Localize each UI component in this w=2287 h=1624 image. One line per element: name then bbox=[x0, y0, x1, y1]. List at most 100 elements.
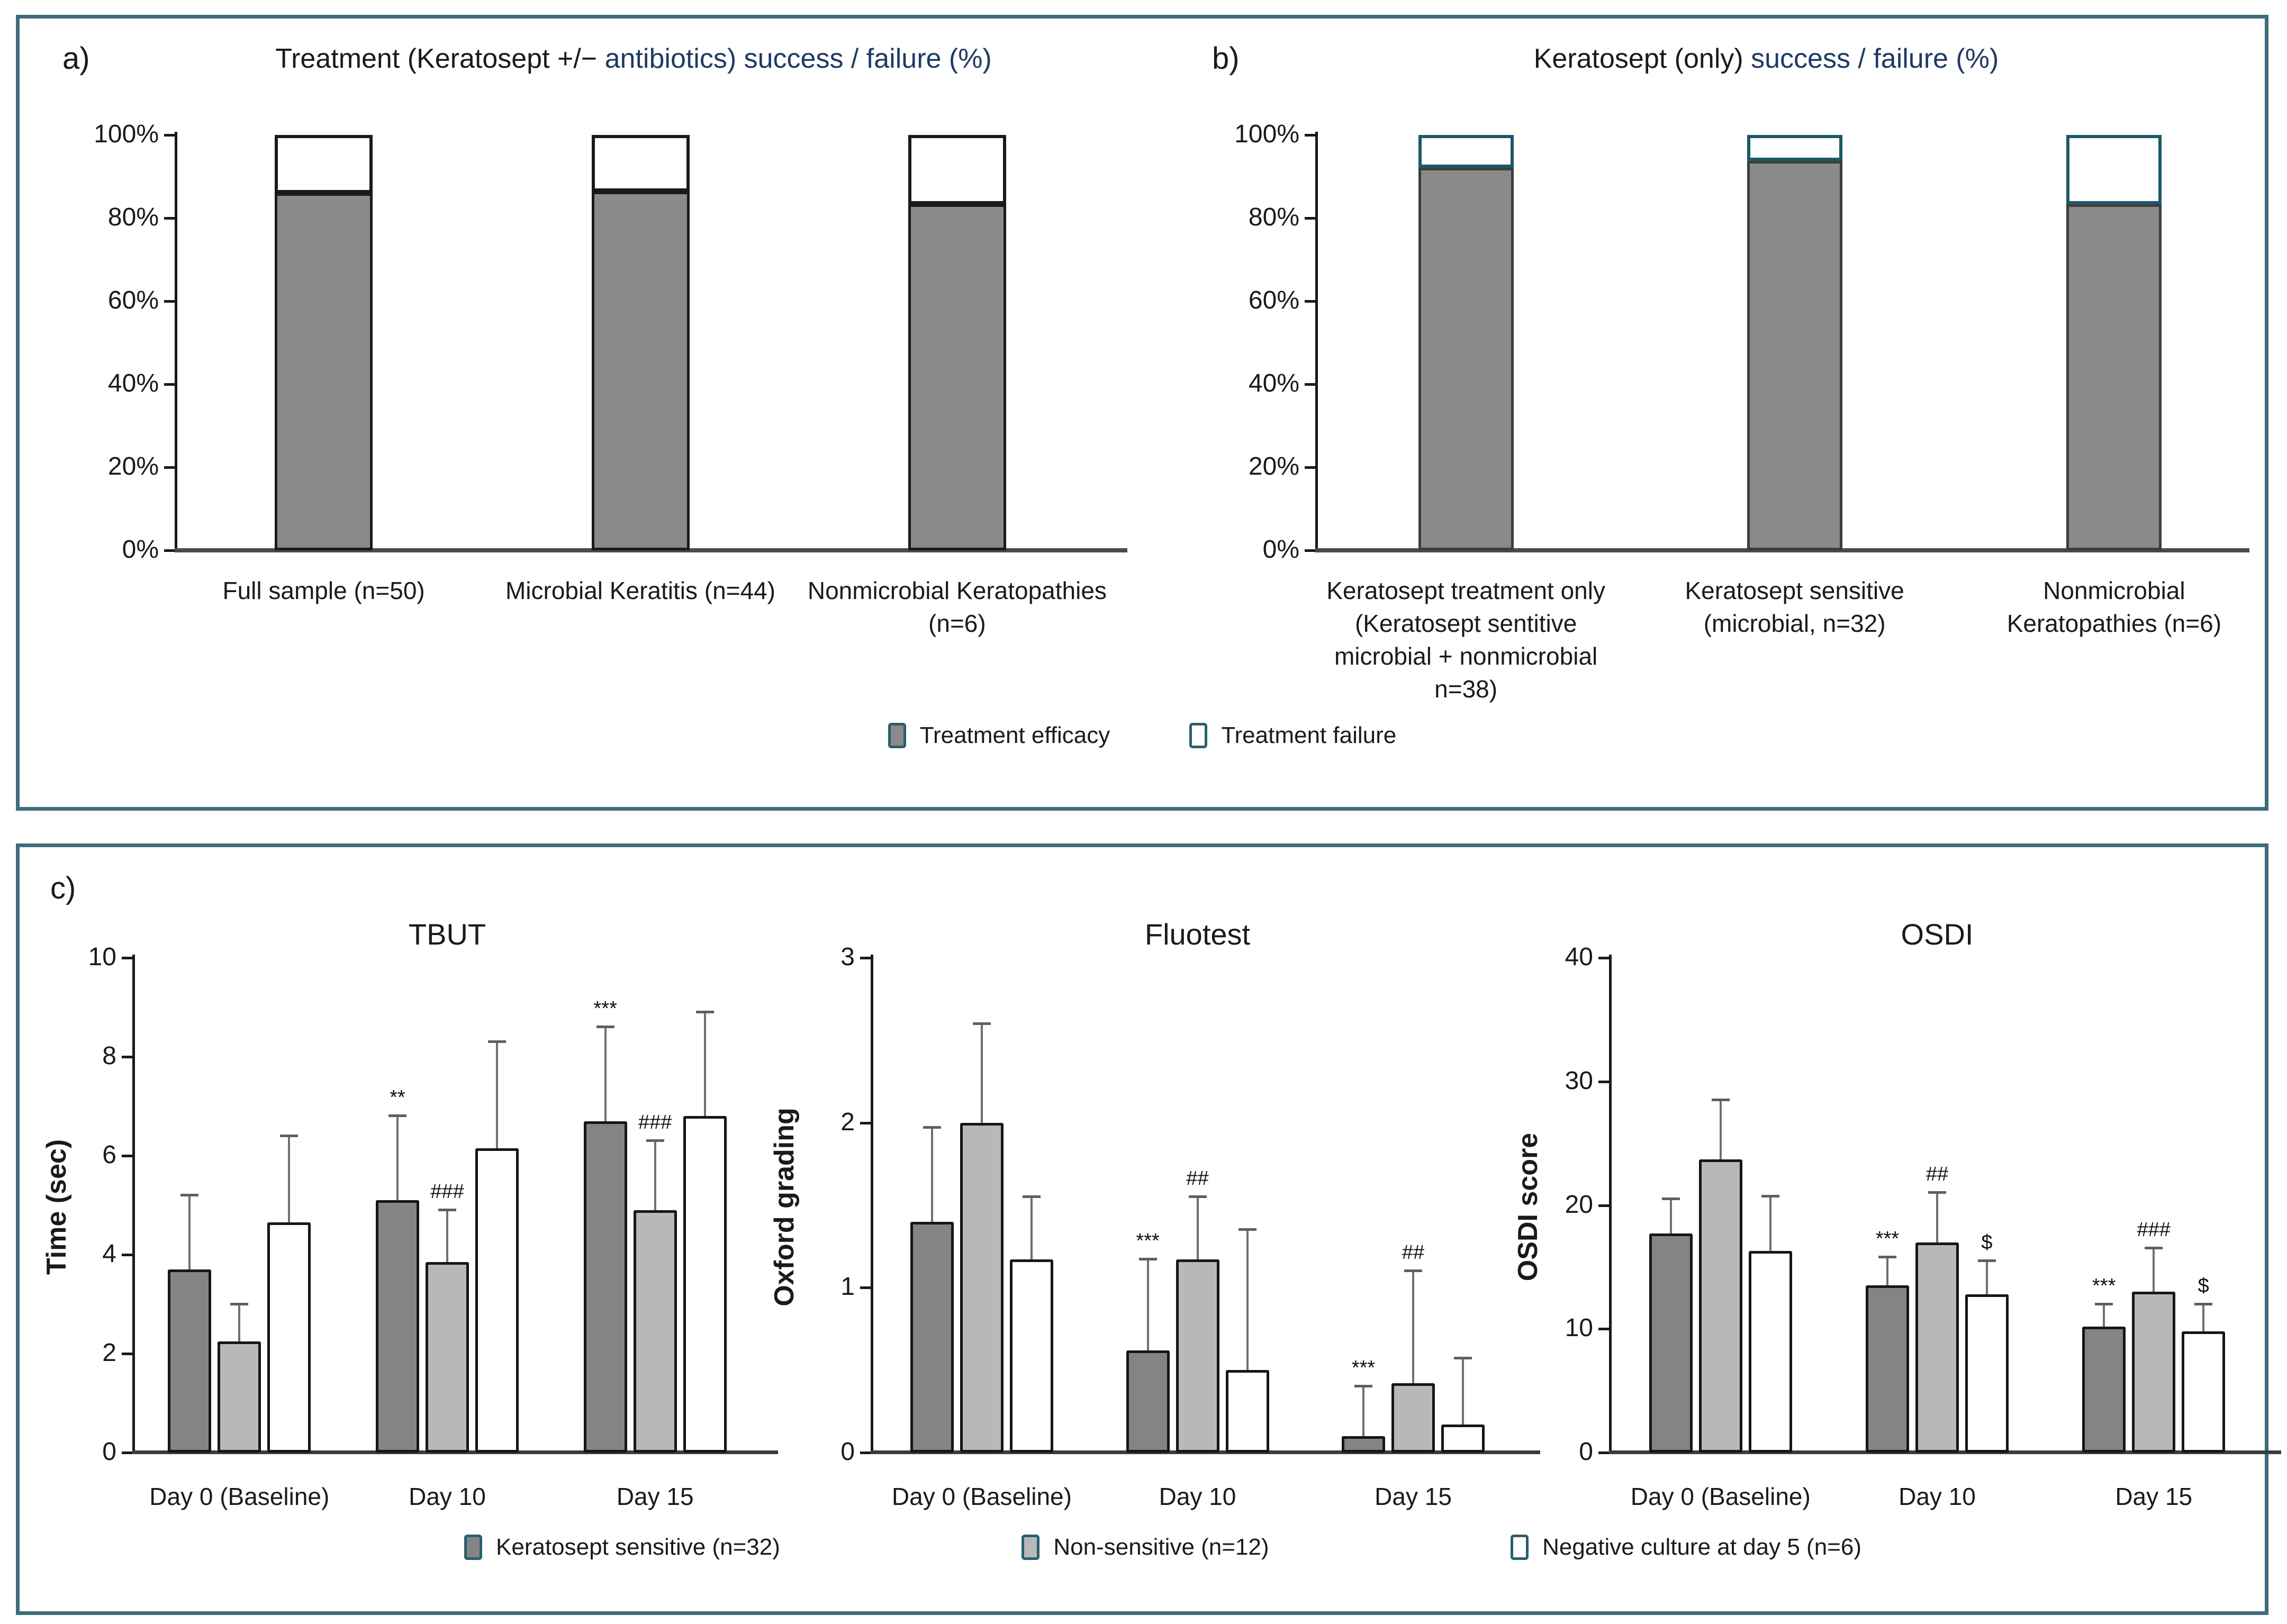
panel-a-title-blue: antibiotics) success / failure (%) bbox=[604, 43, 992, 74]
error-bar-cap bbox=[646, 1139, 664, 1142]
legend-label: Treatment failure bbox=[1221, 722, 1397, 748]
y-tick-label: 0 bbox=[840, 1438, 855, 1466]
y-tick bbox=[860, 957, 871, 959]
y-tick-label: 1 bbox=[840, 1273, 855, 1301]
legend-label: Keratosept sensitive (n=32) bbox=[496, 1534, 780, 1560]
y-axis-line bbox=[1315, 132, 1318, 550]
legend-item-failure: Treatment failure bbox=[1189, 722, 1396, 749]
significance-marker: ** bbox=[390, 1086, 405, 1109]
error-bar-cap bbox=[1354, 1385, 1373, 1388]
significance-marker: $ bbox=[1981, 1231, 1993, 1254]
error-bar-cap bbox=[388, 1114, 406, 1118]
y-tick bbox=[1598, 1204, 1609, 1207]
failure-bar bbox=[591, 135, 690, 192]
error-bar-cap bbox=[1138, 1258, 1157, 1261]
efficacy-bar bbox=[275, 193, 373, 550]
y-tick bbox=[164, 134, 175, 137]
error-bar bbox=[1769, 1196, 1771, 1251]
legend-item-negative-culture: Negative culture at day 5 (n=6) bbox=[1511, 1534, 1861, 1561]
data-bar bbox=[960, 1122, 1004, 1453]
y-tick-label: 40% bbox=[1248, 369, 1299, 397]
y-tick bbox=[122, 1254, 132, 1256]
error-bar bbox=[654, 1140, 656, 1210]
y-tick-label: 0 bbox=[102, 1438, 116, 1466]
error-bar-cap bbox=[923, 1126, 941, 1129]
y-tick-label: 100% bbox=[1234, 120, 1299, 148]
error-bar bbox=[1719, 1100, 1722, 1160]
error-bar-cap bbox=[695, 1010, 714, 1013]
data-bar bbox=[910, 1221, 954, 1453]
error-bar-cap bbox=[1928, 1191, 1946, 1194]
tbut-title: TBUT bbox=[408, 918, 486, 951]
significance-marker: ## bbox=[1926, 1163, 1949, 1186]
y-tick-label: 0 bbox=[1579, 1438, 1593, 1466]
negative-culture-swatch-icon bbox=[1511, 1535, 1529, 1560]
legend-item-nonsensitive: Non-sensitive (n=12) bbox=[1022, 1534, 1269, 1561]
y-tick bbox=[860, 1286, 871, 1290]
error-bar bbox=[288, 1136, 291, 1223]
data-bar bbox=[376, 1200, 419, 1453]
error-bar-cap bbox=[180, 1193, 199, 1196]
failure-swatch-icon bbox=[1189, 723, 1208, 748]
y-tick-label: 80% bbox=[1248, 203, 1299, 231]
error-bar bbox=[1462, 1358, 1465, 1425]
data-bar bbox=[426, 1262, 469, 1453]
efficacy-bar bbox=[908, 204, 1006, 550]
y-axis-line bbox=[1609, 955, 1612, 1453]
panel-b-title: Keratosept (only) success / failure (%) bbox=[1300, 43, 2232, 75]
error-bar bbox=[446, 1210, 448, 1263]
y-tick-label: 10 bbox=[88, 943, 116, 971]
y-tick-label: 10 bbox=[1565, 1314, 1593, 1342]
error-bar-cap bbox=[488, 1040, 506, 1043]
significance-marker: ## bbox=[1402, 1241, 1425, 1264]
category-label: Day 10 bbox=[1159, 1483, 1236, 1510]
data-bar bbox=[267, 1222, 311, 1453]
error-bar bbox=[930, 1128, 933, 1222]
y-tick bbox=[1598, 1080, 1609, 1083]
category-label: Day 15 bbox=[1375, 1483, 1452, 1510]
stacked-chart-a: 0% 20% 40% 60% 80% 100% Full sample (n=50) Micr… bbox=[94, 122, 1127, 637]
error-bar bbox=[2202, 1304, 2205, 1331]
tbut-chart: 0 2 4 6 8 10 Day 0 (Baseline) ** ### Day 10 *** ###… bbox=[88, 945, 778, 1510]
error-bar-cap bbox=[2145, 1247, 2163, 1250]
significance-marker: *** bbox=[1136, 1230, 1160, 1253]
y-tick bbox=[1305, 466, 1315, 469]
y-tick-label: 20% bbox=[107, 452, 159, 480]
panel-b-title-blue: success / failure (%) bbox=[1751, 43, 1999, 74]
y-tick-label: 80% bbox=[107, 203, 159, 231]
error-bar-cap bbox=[1878, 1255, 1896, 1258]
legend-item-sensitive: Keratosept sensitive (n=32) bbox=[464, 1534, 780, 1561]
significance-marker: ### bbox=[430, 1180, 464, 1203]
panel-ab-frame: a) Treatment (Keratosept +/− antibiotics… bbox=[16, 15, 2268, 811]
significance-marker: *** bbox=[1351, 1357, 1376, 1380]
failure-bar bbox=[908, 135, 1006, 205]
y-tick-label: 30 bbox=[1565, 1066, 1593, 1095]
data-bar bbox=[218, 1341, 261, 1453]
data-bar bbox=[1176, 1259, 1219, 1453]
y-tick bbox=[1305, 134, 1315, 137]
panel-b-title-black: Keratosept (only) bbox=[1533, 43, 1751, 74]
y-axis-line bbox=[132, 955, 135, 1453]
significance-marker: ### bbox=[2137, 1219, 2171, 1241]
error-bar-cap bbox=[1661, 1197, 1680, 1200]
error-bar bbox=[980, 1023, 983, 1123]
error-bar bbox=[238, 1304, 241, 1341]
data-bar bbox=[1915, 1242, 1959, 1453]
error-bar bbox=[1936, 1193, 1938, 1242]
y-tick bbox=[164, 466, 175, 469]
failure-bar bbox=[1418, 135, 1514, 168]
category-label: Day 0 (Baseline) bbox=[891, 1483, 1072, 1510]
category-label: Day 10 bbox=[409, 1483, 486, 1510]
y-tick bbox=[122, 1451, 132, 1454]
y-tick bbox=[1305, 383, 1315, 386]
significance-marker: *** bbox=[2092, 1274, 2116, 1297]
error-bar-cap bbox=[1238, 1228, 1257, 1231]
error-bar-cap bbox=[1454, 1357, 1472, 1360]
y-tick bbox=[1305, 217, 1315, 220]
y-tick-label: 0% bbox=[1262, 536, 1299, 564]
x-axis-line bbox=[1315, 548, 2249, 552]
y-tick bbox=[1598, 1328, 1609, 1331]
error-bar bbox=[1886, 1257, 1888, 1286]
y-tick bbox=[164, 217, 175, 220]
